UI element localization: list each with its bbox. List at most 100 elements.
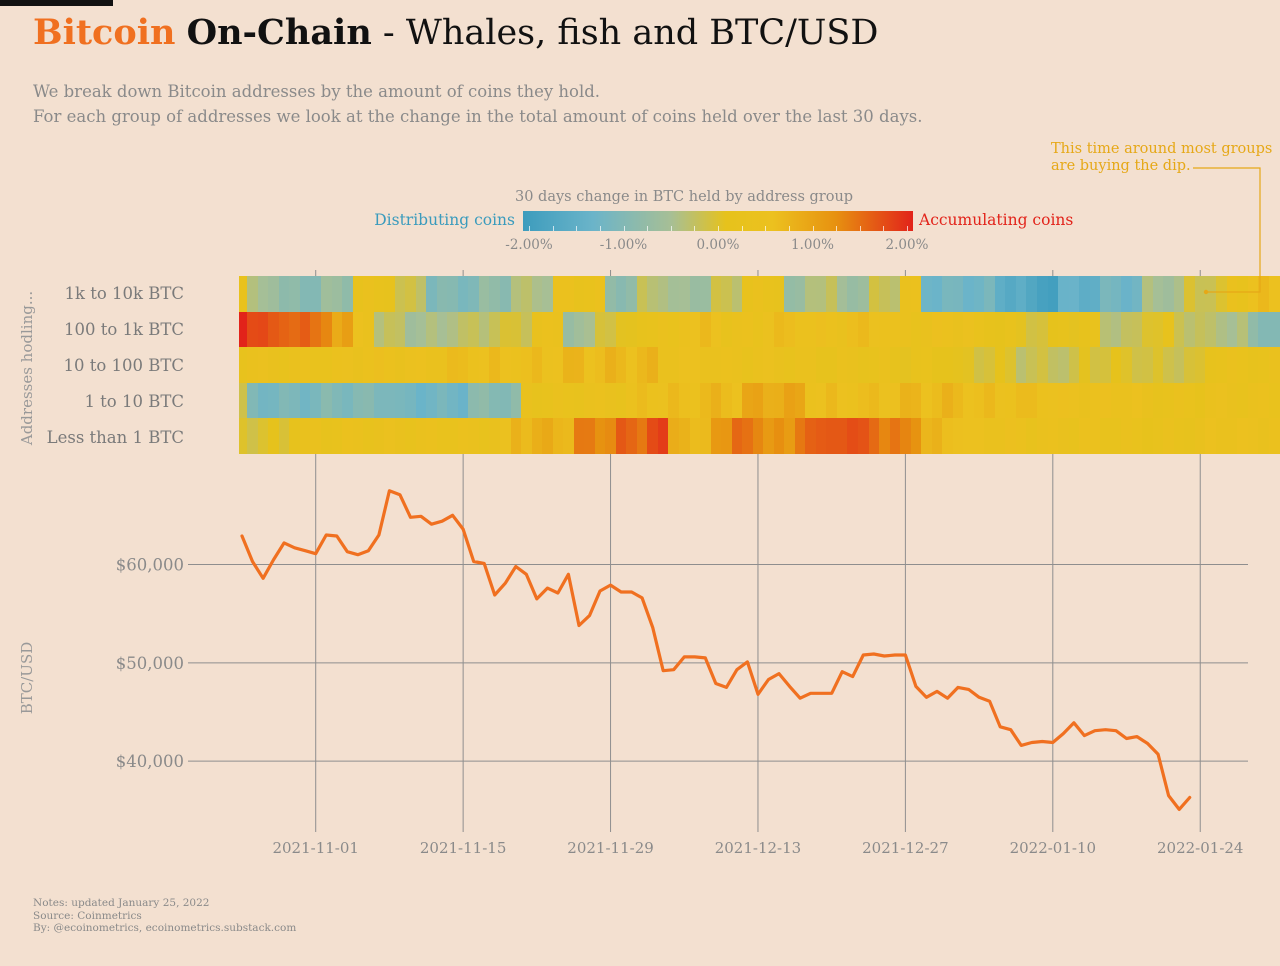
heatmap-cell xyxy=(605,383,617,419)
heatmap-cell xyxy=(1247,383,1259,419)
heatmap-cell xyxy=(542,312,554,348)
heatmap-cell xyxy=(1026,347,1038,383)
heatmap-cell xyxy=(289,383,301,419)
heatmap-cell xyxy=(468,276,480,312)
heatmap-cell xyxy=(921,312,933,348)
heatmap-cell xyxy=(700,347,712,383)
heatmap-cell xyxy=(752,347,764,383)
heatmap-cell xyxy=(994,276,1007,312)
heatmap-cell xyxy=(320,276,333,312)
heatmap-cell xyxy=(773,312,785,348)
heatmap-cell xyxy=(952,276,964,312)
heatmap-cell xyxy=(247,347,259,383)
subtitle-line-1: We break down Bitcoin addresses by the a… xyxy=(33,82,601,101)
heatmap-cell xyxy=(542,418,554,454)
heatmap-cell xyxy=(320,347,333,383)
heatmap-cell xyxy=(1026,383,1038,419)
heatmap-cell xyxy=(678,276,691,312)
heatmap-cell xyxy=(763,312,775,348)
color-scale-minor-tick xyxy=(623,226,625,231)
y-tick-labels: $40,000 $50,000 $60,000 xyxy=(116,556,184,772)
heatmap-cell xyxy=(805,383,817,419)
heatmap-cell xyxy=(384,383,396,419)
heatmap-cell xyxy=(478,383,491,419)
heatmap-cell xyxy=(594,276,606,312)
heatmap-cell xyxy=(784,347,796,383)
heatmap-cell xyxy=(678,383,691,419)
heatmap-cell xyxy=(405,276,417,312)
heatmap-cell xyxy=(1194,347,1207,383)
heatmap-cell xyxy=(773,276,785,312)
heatmap-cell xyxy=(1047,347,1059,383)
row-label-100-1k: 100 to 1k BTC xyxy=(63,320,184,339)
title-bitcoin: Bitcoin xyxy=(33,12,176,53)
heatmap-cell xyxy=(636,276,648,312)
heatmap-cell xyxy=(994,312,1007,348)
heatmap-cell xyxy=(868,418,880,454)
heatmap-cell xyxy=(994,383,1007,419)
heatmap-cell xyxy=(257,312,269,348)
heatmap-cell xyxy=(239,383,251,419)
heatmap-cell xyxy=(363,276,375,312)
heatmap-cell xyxy=(1015,418,1028,454)
heatmap-cell xyxy=(921,276,933,312)
heatmap-cell xyxy=(1026,312,1038,348)
heatmap-cell xyxy=(678,347,691,383)
heatmap-cell xyxy=(239,347,251,383)
heatmap-cell xyxy=(1142,418,1154,454)
heatmap-cell xyxy=(1026,418,1038,454)
heatmap-cell xyxy=(405,347,417,383)
heatmap-cell xyxy=(521,383,533,419)
heatmap-cell xyxy=(573,276,585,312)
heatmap-cell xyxy=(963,383,975,419)
heatmap-cell xyxy=(815,418,827,454)
heatmap-cell xyxy=(1258,312,1270,348)
heatmap-cell xyxy=(942,383,954,419)
x-tick-label: 2021-11-01 xyxy=(272,839,358,857)
heatmap-cell xyxy=(731,312,743,348)
heatmap-cell xyxy=(239,418,251,454)
heatmap-cell xyxy=(1005,383,1017,419)
heatmap-cell xyxy=(710,276,722,312)
heatmap-cell xyxy=(1237,418,1249,454)
heatmap-cell xyxy=(384,312,396,348)
heatmap-cell xyxy=(489,383,501,419)
heatmap-cell xyxy=(836,418,849,454)
heatmap-row-1-10 xyxy=(239,383,1280,419)
heatmap-cell xyxy=(931,276,943,312)
legend-accumulating-label: Accumulating coins xyxy=(919,211,1074,229)
heatmap-cell xyxy=(436,312,448,348)
heatmap-cell xyxy=(552,418,564,454)
heatmap-cell xyxy=(773,383,785,419)
heatmap-cell xyxy=(815,276,827,312)
heatmap-cell xyxy=(247,276,259,312)
heatmap-cell xyxy=(499,312,512,348)
heatmap-cell xyxy=(373,383,385,419)
heatmap-cell xyxy=(499,418,512,454)
heatmap-cell xyxy=(373,276,385,312)
heatmap-cell xyxy=(984,276,996,312)
heatmap-row-1k-10k xyxy=(239,276,1280,312)
heatmap-cell xyxy=(710,347,722,383)
heatmap-cell xyxy=(1163,383,1175,419)
heatmap-cell xyxy=(1216,418,1228,454)
heatmap-cell xyxy=(1121,276,1133,312)
heatmap-cell xyxy=(352,347,364,383)
heatmap-cell xyxy=(299,347,312,383)
heatmap-cell xyxy=(836,312,849,348)
x-tick-label: 2021-12-13 xyxy=(715,839,801,857)
heatmap-cell xyxy=(1194,312,1207,348)
heatmap-cell xyxy=(1089,312,1101,348)
heatmap-cell xyxy=(910,312,922,348)
y-tick-label: $40,000 xyxy=(116,752,184,771)
color-scale-minor-tick xyxy=(907,226,908,231)
heatmap-cell xyxy=(742,312,754,348)
heatmap-cell xyxy=(478,418,491,454)
heatmap-cell xyxy=(352,418,364,454)
heatmap-cell xyxy=(1173,383,1186,419)
heatmap-cell xyxy=(1247,276,1259,312)
heatmap-cell xyxy=(510,312,522,348)
row-label-1k-10k: 1k to 10k BTC xyxy=(64,284,184,303)
heatmap-cell xyxy=(626,347,638,383)
heatmap-cell xyxy=(384,418,396,454)
